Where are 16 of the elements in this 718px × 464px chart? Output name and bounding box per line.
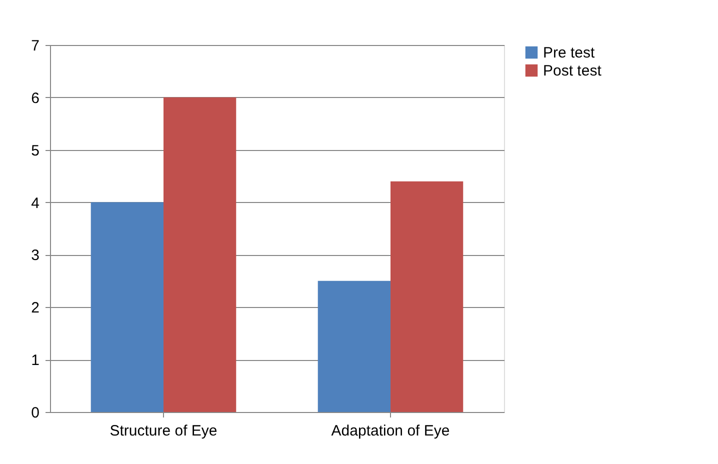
legend-label: Post test	[543, 62, 602, 80]
y-tick-label: 7	[31, 38, 40, 54]
y-tick-label: 6	[31, 90, 40, 107]
x-tick-label: Structure of Eye	[110, 422, 218, 440]
y-tick-label: 2	[31, 300, 40, 317]
bar	[90, 202, 164, 412]
bar	[390, 181, 464, 412]
bar	[318, 280, 390, 412]
y-tick-label: 3	[31, 247, 40, 264]
bar	[164, 97, 236, 412]
legend-label: Pre test	[543, 44, 596, 62]
y-tick-label: 1	[31, 352, 40, 370]
y-tick-label: 4	[31, 194, 40, 212]
x-tick-label: Adaptation of Eye	[331, 422, 450, 440]
y-tick-label: 5	[31, 142, 40, 160]
y-tick-label: 0	[31, 404, 40, 422]
